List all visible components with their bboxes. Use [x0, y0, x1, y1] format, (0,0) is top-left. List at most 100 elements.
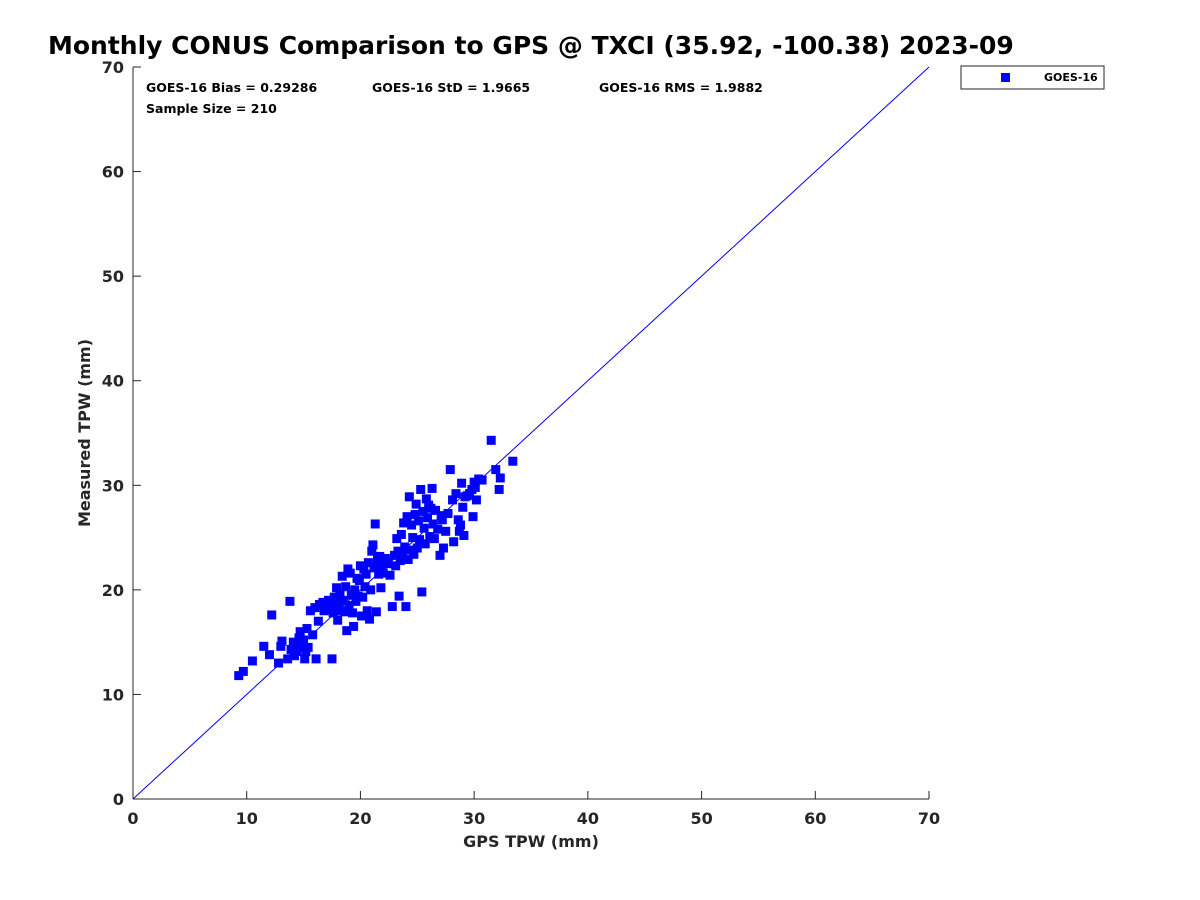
data-point	[366, 585, 376, 595]
data-point	[340, 607, 350, 617]
data-point	[350, 585, 360, 595]
data-point	[394, 591, 404, 601]
data-point	[327, 654, 337, 664]
data-point	[385, 570, 395, 580]
data-point	[395, 556, 405, 566]
data-point	[288, 637, 298, 647]
data-point	[486, 435, 496, 445]
data-point	[396, 529, 406, 539]
data-point	[426, 503, 436, 513]
data-point	[411, 499, 421, 509]
data-point	[328, 608, 338, 618]
y-axis-ticks: 0 10 20 30 40 50 60 70	[102, 58, 141, 809]
data-point	[296, 642, 306, 652]
y-tick-label: 30	[102, 476, 124, 495]
legend-label-goes-16: GOES-16	[1044, 71, 1098, 84]
data-point	[430, 505, 440, 515]
data-point	[415, 535, 425, 545]
legend: GOES-16	[960, 65, 1105, 90]
data-point	[427, 483, 437, 493]
data-points	[234, 435, 518, 681]
x-axis-label: GPS TPW (mm)	[463, 832, 599, 851]
data-point	[294, 633, 304, 643]
data-point	[299, 635, 309, 645]
data-point	[371, 607, 381, 617]
x-tick-label: 20	[349, 809, 371, 828]
data-point	[458, 502, 468, 512]
data-point	[407, 520, 417, 530]
stat-std: GOES-16 StD = 1.9665	[372, 80, 530, 95]
data-point	[443, 509, 453, 519]
data-point	[471, 495, 481, 505]
data-point	[374, 569, 384, 579]
x-tick-label: 60	[804, 809, 826, 828]
data-point	[365, 614, 375, 624]
data-point	[387, 602, 397, 612]
data-point	[368, 540, 378, 550]
data-point	[370, 519, 380, 529]
data-point	[367, 546, 377, 556]
y-tick-label: 20	[102, 581, 124, 600]
data-point	[310, 603, 320, 613]
data-point	[341, 582, 351, 592]
data-point	[302, 624, 312, 634]
data-point	[349, 621, 359, 631]
data-point	[468, 512, 478, 522]
data-point	[457, 478, 467, 488]
chart-title: Monthly CONUS Comparison to GPS @ TXCI (…	[48, 31, 1014, 60]
data-point	[295, 627, 305, 637]
stat-sample-size: Sample Size = 210	[146, 101, 277, 116]
data-point	[437, 515, 447, 525]
data-point	[234, 671, 244, 681]
data-point	[428, 519, 438, 529]
data-point	[329, 592, 339, 602]
data-point	[308, 630, 318, 640]
data-point	[378, 568, 388, 578]
data-point	[403, 555, 413, 565]
data-point	[393, 546, 403, 556]
x-tick-label: 30	[463, 809, 485, 828]
data-point	[332, 583, 342, 593]
data-point	[412, 543, 422, 553]
y-tick-label: 40	[102, 372, 124, 391]
data-point	[416, 484, 426, 494]
data-point	[408, 533, 418, 543]
x-axis-ticks: 0 10 20 30 40 50 60 70	[127, 791, 940, 828]
data-point	[277, 636, 287, 646]
data-point	[429, 534, 439, 544]
data-point	[285, 596, 295, 606]
data-point	[383, 559, 393, 569]
data-point	[417, 587, 427, 597]
data-point	[508, 456, 518, 466]
data-point	[346, 590, 356, 600]
data-point	[337, 571, 347, 581]
data-point	[359, 564, 369, 574]
data-point	[305, 606, 315, 616]
data-point	[445, 465, 455, 475]
data-point	[292, 647, 302, 657]
data-point	[477, 475, 487, 485]
data-point	[455, 520, 465, 530]
data-point	[419, 523, 429, 533]
data-point	[380, 553, 390, 563]
data-point	[401, 602, 411, 612]
y-tick-label: 0	[113, 790, 124, 809]
data-point	[425, 532, 435, 542]
stat-rms: GOES-16 RMS = 1.9882	[599, 80, 763, 95]
legend-marker-goes-16	[1001, 73, 1010, 82]
x-tick-label: 0	[127, 809, 138, 828]
data-point	[361, 569, 371, 579]
data-point	[451, 489, 461, 499]
data-point	[358, 592, 368, 602]
x-tick-label: 10	[236, 809, 258, 828]
data-point	[392, 534, 402, 544]
data-point	[300, 654, 310, 664]
data-point	[311, 654, 321, 664]
data-point	[420, 539, 430, 549]
data-point	[413, 516, 423, 526]
data-point	[324, 595, 334, 605]
data-point	[448, 495, 458, 505]
data-point	[344, 601, 354, 611]
x-tick-label: 50	[690, 809, 712, 828]
